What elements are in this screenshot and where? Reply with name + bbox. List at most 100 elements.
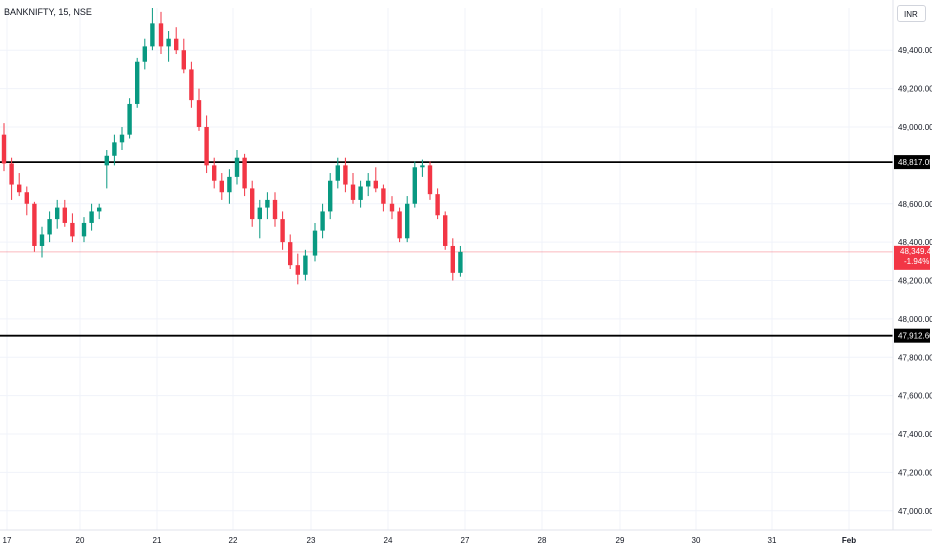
candle-body: [135, 61, 140, 104]
candle-body: [280, 219, 285, 243]
candle-body: [142, 46, 147, 62]
candle-body: [335, 165, 340, 181]
candle-body: [265, 199, 270, 208]
price-tick-label: 47,200.00: [898, 468, 932, 477]
level-tag-label: 47,912.60: [898, 332, 932, 341]
candle-body: [350, 184, 356, 200]
time-tick-label: 20: [76, 536, 85, 545]
candle-body: [196, 100, 202, 127]
time-tick-label: 31: [768, 536, 777, 545]
candle-body: [250, 188, 255, 220]
candle-body: [219, 180, 224, 193]
candle-body: [62, 207, 67, 223]
chart-title: BANKNIFTY, 15, NSE: [4, 7, 92, 17]
candle-body: [70, 222, 75, 237]
price-tick-label: 47,400.00: [898, 430, 932, 439]
candle-body: [458, 251, 463, 273]
candle-body: [312, 230, 318, 256]
price-tick-label: 48,200.00: [898, 277, 932, 286]
candle-body: [1, 134, 7, 164]
candle-body: [328, 180, 333, 212]
time-tick-label: 21: [153, 536, 162, 545]
time-tick-label: 17: [3, 536, 12, 545]
candle-body: [150, 23, 155, 47]
price-tick-label: 49,400.00: [898, 46, 932, 55]
candle-body: [272, 199, 278, 220]
candle-body: [343, 165, 348, 185]
candle-body: [389, 203, 395, 212]
price-tick-label: 48,400.00: [898, 238, 932, 247]
candle-body: [17, 184, 22, 193]
candle-body: [204, 126, 209, 166]
candle-body: [242, 157, 247, 189]
candle-body: [288, 242, 293, 266]
time-tick-label: 23: [307, 536, 316, 545]
time-tick-label: 27: [461, 536, 470, 545]
candle-body: [89, 211, 94, 223]
level-tag-label: 48,817.05: [898, 158, 932, 167]
candle-body: [181, 50, 186, 70]
candle-body: [112, 142, 117, 156]
candles: [1, 8, 463, 285]
candle-body: [212, 165, 217, 181]
level-tag-bg: [894, 155, 930, 170]
last-price-tag-bg: [894, 245, 930, 270]
candle-body: [166, 38, 171, 47]
candle-body: [412, 167, 417, 204]
candle-body: [24, 192, 29, 204]
last-price-value: 48,349.40: [900, 247, 932, 256]
level-tags: 48,817.05 47,912.60: [894, 155, 932, 343]
candle-body: [358, 186, 363, 200]
candle-body: [234, 157, 240, 177]
time-tick-label: Feb: [842, 536, 856, 545]
candle-body: [450, 245, 455, 273]
candle-body: [81, 222, 87, 237]
price-tick-label: 47,000.00: [898, 507, 932, 516]
candle-body: [227, 176, 232, 193]
candle-body: [366, 180, 371, 187]
candle-body: [257, 207, 262, 220]
last-price-tag: 48,349.40 -1.94%: [894, 245, 932, 270]
candle-body: [420, 165, 425, 168]
candle-body: [295, 265, 300, 275]
candle-body: [397, 211, 402, 239]
price-tick-label: 47,600.00: [898, 392, 932, 401]
candle-body: [427, 165, 433, 195]
time-tick-label: 29: [616, 536, 625, 545]
candle-body: [32, 203, 37, 246]
time-tick-label: 28: [538, 536, 547, 545]
candle-body: [381, 188, 386, 204]
candle-body: [104, 155, 109, 166]
price-axis: 49,400.00 49,200.00 49,000.00 48,600.00 48,4…: [898, 46, 932, 516]
candle-body: [405, 203, 410, 239]
price-tick-label: 49,200.00: [898, 85, 932, 94]
candle-body: [55, 207, 60, 220]
time-tick-label: 30: [692, 536, 701, 545]
currency-button[interactable]: INR: [897, 5, 926, 22]
candle-body: [174, 38, 179, 51]
candle-body: [443, 215, 448, 246]
candle-body: [47, 219, 52, 235]
candle-body: [9, 163, 14, 185]
level-tag-bg: [894, 328, 930, 343]
price-tick-label: 47,800.00: [898, 353, 932, 362]
candle-body: [127, 103, 132, 135]
candle-body: [158, 23, 164, 47]
candle-body: [320, 211, 325, 231]
candle-body: [189, 69, 194, 101]
time-axis: 17 20 21 22 23 24 27 28 29 30 31 Feb: [3, 536, 857, 545]
candle-body: [373, 180, 378, 189]
price-tick-label: 48,600.00: [898, 200, 932, 209]
price-tick-label: 49,000.00: [898, 123, 932, 132]
last-price-change: -1.94%: [904, 257, 929, 266]
candle-body: [39, 234, 45, 246]
candle-body: [119, 134, 125, 143]
candle-body: [97, 207, 102, 212]
candle-body: [435, 194, 440, 216]
time-tick-label: 22: [229, 536, 238, 545]
time-tick-label: 24: [384, 536, 393, 545]
horizontal-levels: [0, 161, 893, 337]
price-tick-label: 48,000.00: [898, 315, 932, 324]
gridlines: [0, 8, 893, 530]
